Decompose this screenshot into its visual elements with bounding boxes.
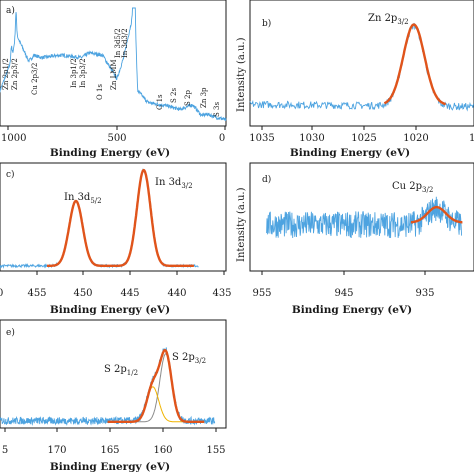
panel-d-xlabel: Binding Energy (eV) [292,304,412,316]
panel-a-ann-c1s: C 1s [156,94,164,110]
panel-a: a) Zn 2p1/2 Zn 2p3/2 Cu 2p3/2 In 3p1/2 I… [0,0,227,159]
panel-a-ticklabel-0: 0 [219,133,225,144]
panel-c-ticklabel-450: 450 [73,288,92,299]
panel-e-ticklabel-160: 160 [153,445,172,456]
panel-c-ticklabel-435: 435 [212,288,231,299]
panel-e-ticklabel-165: 165 [100,445,119,456]
panel-a-ticklabel-500: 500 [107,133,126,144]
panel-b-ticklabel-1030: 1030 [299,133,324,144]
panel-e-raw-spectrum [0,347,216,426]
panel-b-fit-curve [383,23,447,106]
panel-d-peak-label: Cu 2p3/2 [392,181,433,194]
panel-e-peak-label-2p12: S 2p1/2 [104,364,138,377]
panel-b-peak-label: Zn 2p3/2 [368,13,409,26]
panel-d-frame [249,162,474,272]
panel-a-survey-spectrum [0,7,227,121]
panel-c-ticklabel-440: 440 [167,288,186,299]
panel-e-ticklabel-cut: 5 [2,445,8,456]
panel-a-label: a) [6,5,15,16]
panel-a-ann-cu2p32: Cu 2p3/2 [31,63,39,95]
panel-a-ann-zn3p: Zn 3p [200,87,208,108]
panel-a-ann-zn2p32: Zn 2p3/2 [11,58,19,90]
panel-e-ticklabel-155: 155 [206,445,225,456]
panel-c: c) In 3d5/2 In 3d3/2 0 455 450 445 440 4… [0,162,232,316]
panel-b-ticklabel-1020: 1020 [403,133,428,144]
panel-a-ann-s2s: S 2s [170,88,178,103]
panel-b-ticklabel-cut: 1 [469,133,474,144]
panel-b-frame [249,0,474,127]
panel-c-frame [0,162,227,272]
panel-d-ticklabel-945: 945 [334,288,353,299]
panel-e-frame [0,319,227,429]
panel-d-label: d) [262,174,271,185]
panel-a-ann-o1s: O 1s [96,84,104,100]
panel-a-ann-in3p32: In 3p3/2 [79,58,87,88]
panel-e-peak-label-2p32: S 2p3/2 [172,352,206,365]
panel-a-ann-in3d32: In 3d3/2 [121,28,129,58]
panel-c-peak-label-3d52: In 3d5/2 [64,192,102,205]
panel-d-ticklabel-955: 955 [252,288,271,299]
panel-c-ticklabel-445: 445 [120,288,139,299]
panel-d-ticklabel-935: 935 [415,288,434,299]
panel-d-raw-spectrum [266,196,463,239]
panel-d-ylabel: Intensity (a.u.) [236,187,247,262]
panel-a-xlabel: Binding Energy (eV) [50,147,170,159]
panel-b-raw-spectrum [249,22,474,112]
panel-b-label: b) [262,18,271,29]
panel-c-peak-label-3d32: In 3d3/2 [155,177,193,190]
panel-e-label: e) [6,327,15,338]
panel-b: b) Intensity (a.u.) Zn 2p3/2 1035 1030 1… [236,0,474,159]
panel-d-fit-curve [410,205,463,224]
panel-c-xlabel: Binding Energy (eV) [50,304,170,316]
panel-a-ann-in3d52: In 3d5/2 [114,28,122,58]
panel-e-xlabel: Binding Energy (eV) [50,461,170,473]
panel-b-xlabel: Binding Energy (eV) [290,147,410,159]
panel-d: d) Intensity (a.u.) Cu 2p3/2 955 945 935… [236,162,474,316]
panel-c-ticklabel-455: 455 [27,288,46,299]
panel-e-ticklabel-170: 170 [47,445,66,456]
panel-b-ylabel: Intensity (a.u.) [236,37,247,112]
panel-a-ticklabel-1000: 1000 [1,133,26,144]
panel-a-ann-zn2p12: Zn 2p1/2 [2,58,10,90]
panel-a-ann-s3s: S 3s [213,102,221,117]
panel-c-label: c) [6,169,15,180]
panel-b-ticklabel-1025: 1025 [351,133,376,144]
panel-e-fit-curve [107,349,205,423]
panel-a-ann-s2p: S 2p [184,90,192,106]
panel-c-fit-curve [47,168,194,267]
panel-a-ann-znlmm: Zn LMM [110,59,118,90]
panel-c-ticklabel-cut: 0 [0,288,3,299]
panel-e: e) S 2p1/2 S 2p3/2 5 170 165 160 155 Bin… [0,319,227,473]
panel-b-ticklabel-1035: 1035 [249,133,274,144]
panel-a-frame [0,0,227,127]
panel-a-ann-in3p12: In 3p1/2 [70,58,78,88]
